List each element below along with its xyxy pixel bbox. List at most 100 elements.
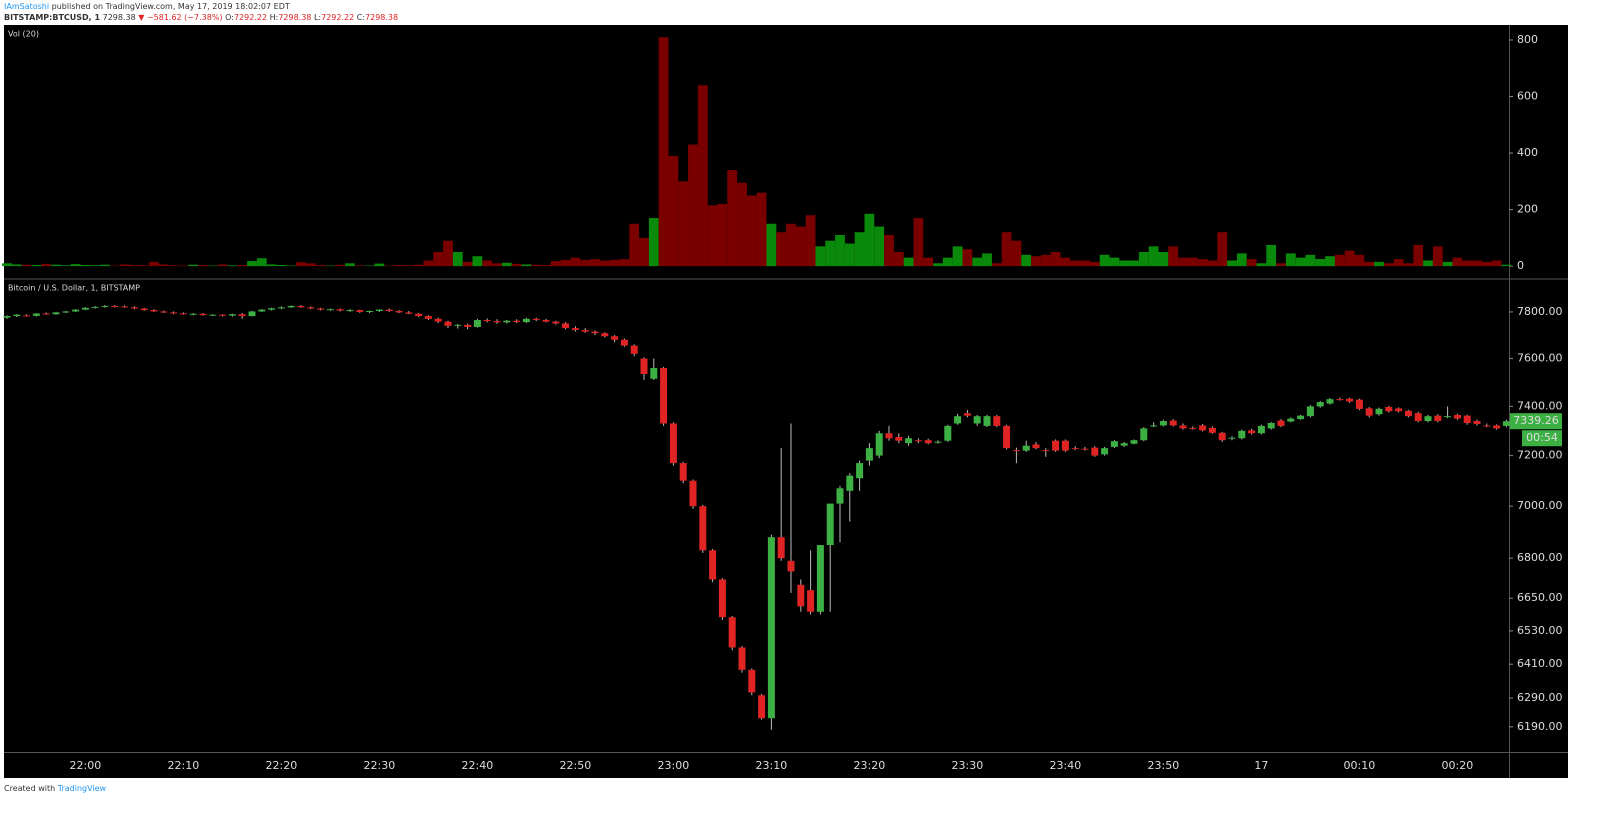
volume-bar xyxy=(1403,263,1414,267)
y-tick-label: 6650.00 xyxy=(1517,591,1563,604)
candle-body xyxy=(1404,410,1412,417)
volume-bar xyxy=(521,264,532,267)
candle-body xyxy=(660,368,668,424)
volume-bar xyxy=(590,259,600,267)
volume-bar xyxy=(1344,250,1355,267)
ohlc-value: 7298.38 xyxy=(278,13,312,22)
y-tick-label: 6530.00 xyxy=(1517,624,1563,637)
x-tick-label: 22:10 xyxy=(168,759,200,772)
volume-bar xyxy=(835,235,845,267)
candle-body xyxy=(1032,444,1040,449)
volume-bar xyxy=(913,218,924,267)
volume-bar xyxy=(11,264,22,267)
candle-body xyxy=(562,323,570,329)
candle-body xyxy=(807,590,815,612)
candle-body xyxy=(395,311,403,313)
candle-body xyxy=(366,311,374,313)
candle-body xyxy=(111,305,119,307)
candle-body xyxy=(1071,448,1079,450)
volume-bar xyxy=(942,257,953,267)
candle-body xyxy=(1101,448,1109,455)
candle-body xyxy=(1326,399,1334,404)
volume-bar xyxy=(1178,257,1188,267)
volume-bar xyxy=(1383,263,1394,267)
volume-bar xyxy=(403,265,414,267)
volume-bar xyxy=(1031,256,1041,267)
volume-bar xyxy=(482,260,493,267)
published: published on TradingView.com, May 17, 20… xyxy=(51,2,290,11)
candle-body xyxy=(277,307,285,309)
volume-bar xyxy=(1491,260,1502,267)
volume-bar xyxy=(599,260,610,267)
volume-bar xyxy=(962,249,973,267)
y-tick-label: 7600.00 xyxy=(1517,352,1563,365)
candle-body xyxy=(1463,415,1471,423)
volume-bar xyxy=(315,264,326,267)
chart-background xyxy=(4,25,1568,778)
candle-body xyxy=(875,433,883,456)
candle-body xyxy=(787,560,795,572)
candle-body xyxy=(1336,399,1344,401)
volume-bar xyxy=(345,263,355,267)
candle-body xyxy=(503,320,511,323)
candle-body xyxy=(983,416,991,426)
candle-body xyxy=(473,320,481,327)
x-tick-label: 23:40 xyxy=(1050,759,1082,772)
volume-bar xyxy=(1227,260,1237,267)
footer-text: Created with xyxy=(4,784,56,793)
candle-body xyxy=(1483,425,1491,427)
volume-bar xyxy=(688,144,698,267)
candle-body xyxy=(1179,425,1187,429)
candle-body xyxy=(973,416,981,424)
candle-body xyxy=(630,345,638,354)
volume-bar xyxy=(766,223,777,267)
volume-bar xyxy=(492,263,502,267)
y-tick-label: 6800.00 xyxy=(1517,551,1563,564)
brand[interactable]: TradingView xyxy=(57,784,107,793)
candle-body xyxy=(493,321,501,323)
ohlc-label: O: xyxy=(225,13,234,22)
volume-bar xyxy=(423,260,434,267)
candle-body xyxy=(81,307,89,310)
volume-bar xyxy=(1276,263,1286,267)
volume-bar xyxy=(1374,261,1384,267)
volume-bar xyxy=(462,261,473,267)
candle-body xyxy=(640,358,648,374)
candle-body xyxy=(758,695,766,719)
volume-bar xyxy=(354,265,365,267)
volume-bar xyxy=(893,251,904,267)
volume-bar xyxy=(1236,253,1247,267)
candle-body xyxy=(1444,416,1452,418)
candle-body xyxy=(1414,413,1422,422)
author[interactable]: IAmSatoshi xyxy=(4,2,50,11)
volume-bar xyxy=(531,264,542,267)
candle-body xyxy=(1453,414,1461,419)
volume-bar xyxy=(648,218,659,267)
candle-body xyxy=(1130,440,1138,444)
candle-body xyxy=(483,320,491,322)
y-tick-label: 400 xyxy=(1517,146,1538,159)
volume-bar xyxy=(982,253,992,267)
volume-bar xyxy=(384,265,395,267)
candle-body xyxy=(552,321,560,324)
candle-body xyxy=(1140,428,1148,441)
volume-title: Vol (20) xyxy=(8,30,39,39)
candle-body xyxy=(934,441,942,443)
candle-body xyxy=(650,368,658,379)
candle-body xyxy=(130,307,138,309)
candle-body xyxy=(1208,427,1216,433)
candle-body xyxy=(924,440,932,444)
volume-bar xyxy=(207,265,218,267)
volume-bar xyxy=(374,263,385,267)
candle-body xyxy=(914,440,922,442)
x-tick-label: 23:30 xyxy=(952,759,984,772)
volume-bar xyxy=(923,257,934,267)
y-tick-label: 800 xyxy=(1517,33,1538,46)
candle-body xyxy=(728,617,736,648)
volume-bar xyxy=(217,264,228,267)
candle-body xyxy=(297,305,305,308)
volume-bar xyxy=(90,265,101,267)
candle-body xyxy=(160,311,168,313)
candle-body xyxy=(1150,425,1158,427)
candle-body xyxy=(3,316,11,318)
